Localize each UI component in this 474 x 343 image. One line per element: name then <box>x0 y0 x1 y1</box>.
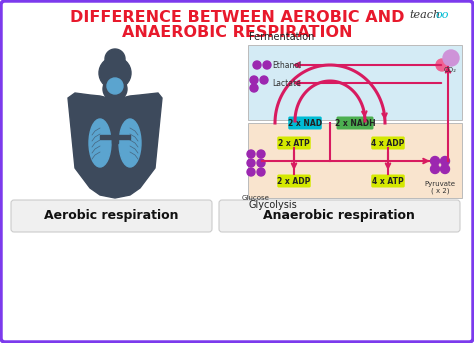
Text: Lactate: Lactate <box>272 80 301 88</box>
Text: CO₂: CO₂ <box>444 67 456 73</box>
Ellipse shape <box>89 119 111 167</box>
Circle shape <box>436 59 448 71</box>
Circle shape <box>247 168 255 176</box>
Circle shape <box>103 77 127 101</box>
Circle shape <box>250 84 258 92</box>
Circle shape <box>107 78 123 94</box>
FancyBboxPatch shape <box>371 175 405 188</box>
FancyBboxPatch shape <box>11 200 212 232</box>
Polygon shape <box>110 90 120 96</box>
FancyBboxPatch shape <box>219 200 460 232</box>
Polygon shape <box>112 113 118 143</box>
Circle shape <box>440 165 449 174</box>
Circle shape <box>253 61 261 69</box>
Circle shape <box>247 159 255 167</box>
FancyBboxPatch shape <box>288 117 322 130</box>
FancyBboxPatch shape <box>277 175 311 188</box>
Circle shape <box>260 76 268 84</box>
Text: 2 x NAD: 2 x NAD <box>288 118 322 128</box>
Circle shape <box>99 57 131 89</box>
Circle shape <box>257 159 265 167</box>
Text: DIFFERENCE BETWEEN AEROBIC AND: DIFFERENCE BETWEEN AEROBIC AND <box>70 10 404 25</box>
Text: Aerobic respiration: Aerobic respiration <box>44 210 178 223</box>
Circle shape <box>247 150 255 158</box>
Text: 4 x ADP: 4 x ADP <box>371 139 405 147</box>
FancyBboxPatch shape <box>337 117 374 130</box>
Circle shape <box>105 49 125 69</box>
Text: Glucose: Glucose <box>242 195 270 201</box>
Polygon shape <box>68 93 162 198</box>
Circle shape <box>263 61 271 69</box>
Circle shape <box>440 156 449 166</box>
Text: ANAEROBIC RESPIRATION: ANAEROBIC RESPIRATION <box>122 25 352 40</box>
Polygon shape <box>118 135 130 139</box>
Text: 2 x NADH: 2 x NADH <box>335 118 375 128</box>
Ellipse shape <box>119 119 141 167</box>
Text: oo: oo <box>436 10 449 20</box>
Text: Fermentation: Fermentation <box>249 32 314 42</box>
Circle shape <box>430 156 439 166</box>
FancyBboxPatch shape <box>248 45 462 120</box>
Circle shape <box>257 150 265 158</box>
Text: Pyruvate
( x 2): Pyruvate ( x 2) <box>425 181 456 194</box>
Circle shape <box>430 165 439 174</box>
Circle shape <box>443 50 459 66</box>
Circle shape <box>250 76 258 84</box>
Circle shape <box>257 168 265 176</box>
Polygon shape <box>100 135 112 139</box>
Text: 4 x ATP: 4 x ATP <box>372 177 404 186</box>
Text: Anaerobic respiration: Anaerobic respiration <box>263 210 415 223</box>
Text: 2 x ATP: 2 x ATP <box>278 139 310 147</box>
FancyBboxPatch shape <box>277 137 311 150</box>
FancyBboxPatch shape <box>248 123 462 198</box>
Text: Glycolysis: Glycolysis <box>249 200 298 210</box>
Text: Ethanol: Ethanol <box>272 60 301 70</box>
Text: 2 x ADP: 2 x ADP <box>277 177 310 186</box>
Text: teach: teach <box>409 10 440 20</box>
FancyBboxPatch shape <box>371 137 405 150</box>
